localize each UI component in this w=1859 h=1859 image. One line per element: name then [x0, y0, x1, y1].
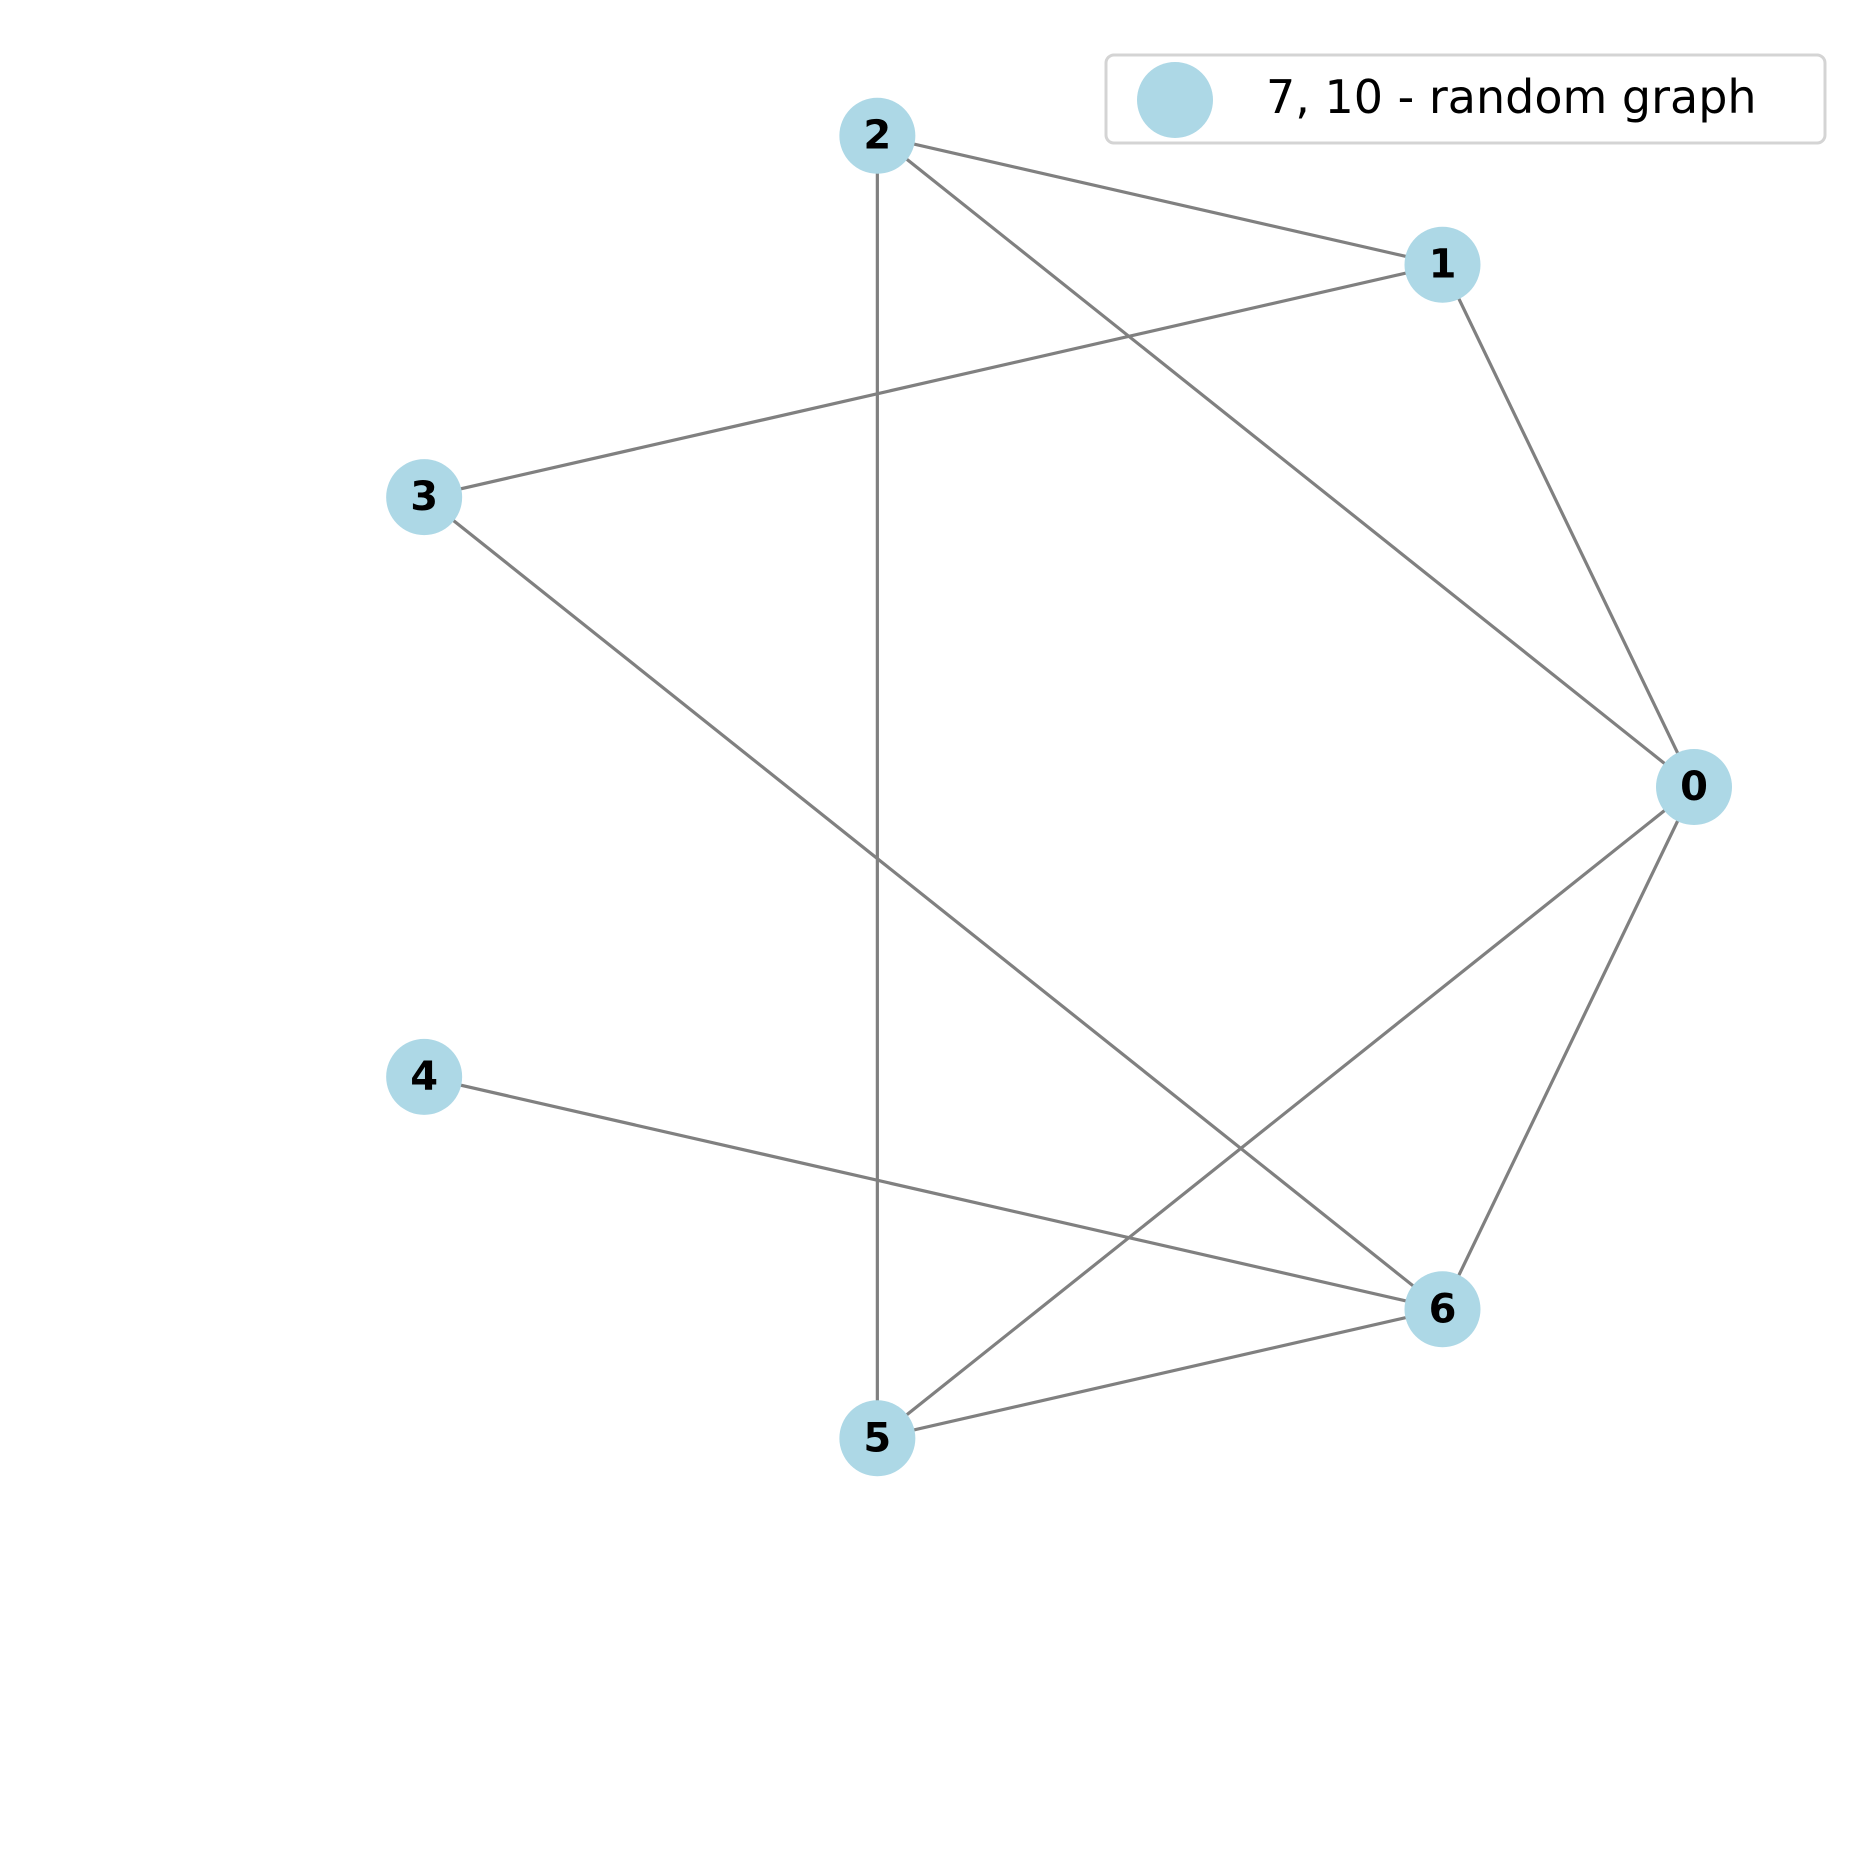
node-label-4: 4 — [410, 1054, 438, 1100]
edge-1-3 — [423, 263, 1443, 499]
node-1: 1 — [1404, 226, 1481, 303]
legend-frame — [1104, 53, 1827, 145]
edge-3-6 — [423, 495, 1444, 1311]
node-circle-5 — [839, 1400, 916, 1477]
node-0: 0 — [1656, 749, 1732, 825]
edge-5-6 — [876, 1307, 1443, 1440]
node-3: 3 — [386, 459, 463, 536]
nodes-layer: 0 1 2 3 4 5 6 — [386, 97, 1732, 1477]
node-label-3: 3 — [410, 474, 438, 520]
node-6: 6 — [1404, 1271, 1481, 1348]
legend: 7, 10 - random graph — [1104, 53, 1827, 145]
node-circle-0 — [1656, 749, 1732, 825]
node-4: 4 — [386, 1038, 463, 1115]
edges-layer — [423, 134, 1696, 1440]
node-label-2: 2 — [863, 113, 891, 159]
edge-0-1 — [1441, 264, 1696, 788]
legend-marker — [1137, 62, 1213, 138]
edge-1-2 — [876, 134, 1443, 267]
node-circle-4 — [386, 1038, 463, 1115]
node-circle-6 — [1404, 1271, 1481, 1348]
legend-label: 7, 10 - random graph — [1266, 70, 1757, 124]
node-label-6: 6 — [1429, 1286, 1457, 1332]
node-label-1: 1 — [1429, 242, 1457, 288]
node-circle-1 — [1404, 226, 1481, 303]
node-label-5: 5 — [863, 1415, 891, 1461]
edge-4-6 — [423, 1075, 1443, 1311]
edge-0-2 — [876, 134, 1695, 789]
node-circle-2 — [839, 97, 916, 174]
node-5: 5 — [839, 1400, 916, 1477]
edge-0-6 — [1441, 786, 1696, 1310]
edge-0-5 — [876, 785, 1695, 1440]
node-label-0: 0 — [1680, 764, 1708, 810]
node-2: 2 — [839, 97, 916, 174]
node-circle-3 — [386, 459, 463, 536]
